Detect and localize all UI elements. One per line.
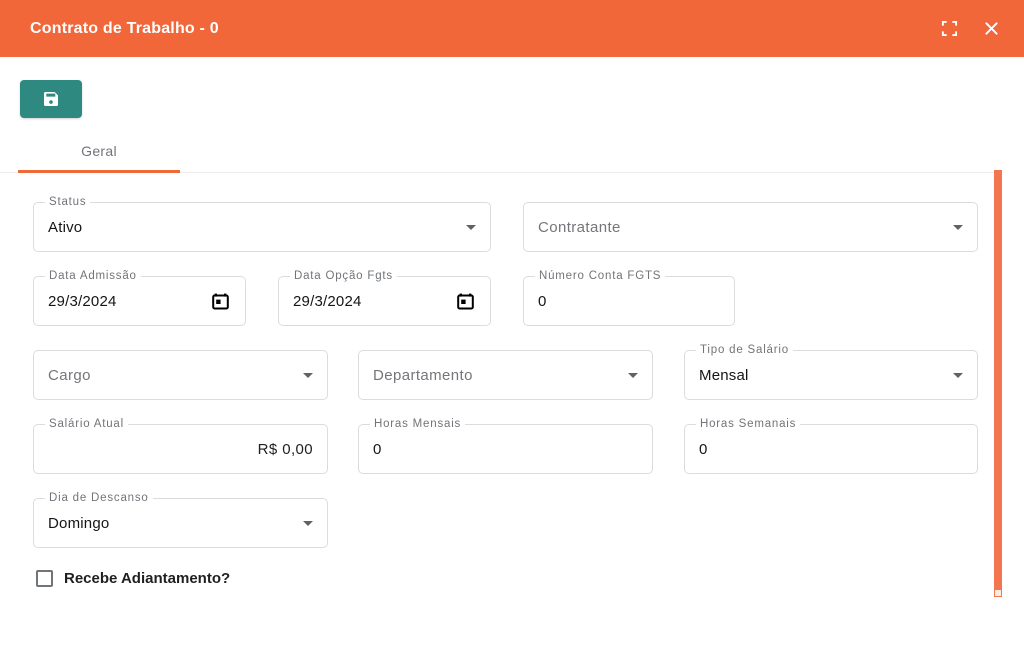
form-row-5: Dia de Descanso Domingo [33, 492, 978, 548]
save-button[interactable] [20, 80, 82, 118]
data-opcao-fgts-value: 29/3/2024 [293, 292, 362, 310]
recebe-adiantamento-row: Recebe Adiantamento? [36, 570, 978, 587]
cargo-placeholder: Cargo [48, 366, 91, 384]
form-row-3: Cargo Departamento Tipo de Salário Mensa… [33, 344, 978, 400]
chevron-down-icon [466, 224, 476, 230]
data-admissao-label: Data Admissão [45, 270, 141, 282]
toolbar [0, 57, 1024, 118]
cargo-select[interactable]: Cargo [33, 350, 328, 400]
chevron-down-icon [953, 224, 963, 230]
tab-bar: Geral [0, 130, 1001, 173]
save-floppy-icon [41, 89, 61, 109]
horas-semanais-value: 0 [699, 440, 708, 458]
salario-atual-label: Salário Atual [45, 418, 128, 430]
data-opcao-fgts-input[interactable]: Data Opção Fgts 29/3/2024 [278, 270, 491, 326]
contract-form: Status Ativo Contratante Data Admissão 2… [33, 196, 978, 587]
form-row-4: Salário Atual R$ 0,00 Horas Mensais 0 Ho… [33, 418, 978, 474]
calendar-icon[interactable] [455, 291, 476, 312]
form-row-1: Status Ativo Contratante [33, 196, 978, 252]
departamento-placeholder: Departamento [373, 366, 473, 384]
vertical-scrollbar[interactable] [994, 170, 1002, 597]
recebe-adiantamento-label: Recebe Adiantamento? [64, 570, 231, 587]
contratante-select[interactable]: Contratante [523, 202, 978, 252]
tab-geral[interactable]: Geral [18, 130, 180, 173]
tab-geral-label: Geral [81, 143, 117, 159]
chevron-down-icon [953, 372, 963, 378]
status-label: Status [45, 196, 91, 208]
departamento-select[interactable]: Departamento [358, 350, 653, 400]
numero-conta-fgts-input[interactable]: Número Conta FGTS 0 [523, 270, 735, 326]
close-icon[interactable] [983, 20, 1000, 37]
dia-descanso-label: Dia de Descanso [45, 492, 153, 504]
salario-atual-input[interactable]: Salário Atual R$ 0,00 [33, 418, 328, 474]
dialog-titlebar: Contrato de Trabalho - 0 [0, 0, 1024, 57]
tipo-salario-value: Mensal [699, 366, 749, 384]
horas-semanais-label: Horas Semanais [696, 418, 801, 430]
numero-conta-fgts-label: Número Conta FGTS [535, 270, 666, 282]
recebe-adiantamento-checkbox[interactable] [36, 570, 53, 587]
status-value: Ativo [48, 218, 83, 236]
tipo-salario-select[interactable]: Tipo de Salário Mensal [684, 344, 978, 400]
horas-mensais-value: 0 [373, 440, 382, 458]
chevron-down-icon [303, 372, 313, 378]
dia-descanso-select[interactable]: Dia de Descanso Domingo [33, 492, 328, 548]
chevron-down-icon [628, 372, 638, 378]
horas-mensais-input[interactable]: Horas Mensais 0 [358, 418, 653, 474]
status-select[interactable]: Status Ativo [33, 196, 491, 252]
contratante-placeholder: Contratante [538, 218, 621, 236]
dialog-title: Contrato de Trabalho - 0 [30, 19, 219, 37]
data-admissao-input[interactable]: Data Admissão 29/3/2024 [33, 270, 246, 326]
numero-conta-fgts-value: 0 [538, 292, 547, 310]
horas-semanais-input[interactable]: Horas Semanais 0 [684, 418, 978, 474]
tipo-salario-label: Tipo de Salário [696, 344, 793, 356]
calendar-icon[interactable] [210, 291, 231, 312]
fullscreen-icon[interactable] [941, 20, 958, 37]
scrollbar-end-tip [995, 590, 1001, 596]
data-admissao-value: 29/3/2024 [48, 292, 117, 310]
form-row-2: Data Admissão 29/3/2024 Data Opção Fgts … [33, 270, 978, 326]
chevron-down-icon [303, 520, 313, 526]
horas-mensais-label: Horas Mensais [370, 418, 466, 430]
dia-descanso-value: Domingo [48, 514, 110, 532]
salario-atual-value: R$ 0,00 [257, 440, 313, 458]
data-opcao-fgts-label: Data Opção Fgts [290, 270, 397, 282]
